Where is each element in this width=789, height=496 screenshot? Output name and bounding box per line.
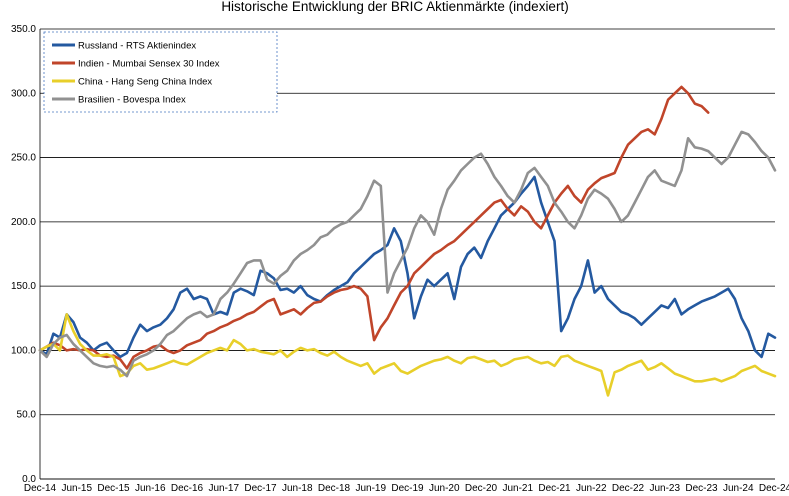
legend: Russland - RTS Aktienindex Indien - Mumba…: [43, 31, 278, 113]
legend-label: Indien - Mumbai Sensex 30 Index: [78, 59, 220, 70]
y-tick-label: 150.0: [11, 281, 36, 292]
x-tick-label: Jun-23: [649, 483, 680, 494]
x-tick-label: Dec-20: [465, 483, 498, 494]
x-tick-label: Jun-18: [282, 483, 313, 494]
x-tick-label: Jun-20: [429, 483, 460, 494]
x-tick-label: Dec-16: [171, 483, 204, 494]
x-tick-label: Jun-19: [355, 483, 386, 494]
legend-box: [43, 31, 278, 113]
x-tick-label: Dec-14: [24, 483, 57, 494]
x-tick-label: Dec-19: [391, 483, 424, 494]
axes: [39, 29, 775, 480]
y-tick-label: 200.0: [11, 217, 36, 228]
y-tick-label: 100.0: [11, 345, 36, 356]
y-tick-labels: 0.0 50.0 100.0 150.0 200.0 250.0 300.0 350.0: [11, 24, 36, 485]
legend-label: Brasilien - Bovespa Index: [78, 95, 186, 106]
y-tick-label: 350.0: [11, 24, 36, 35]
series-line-2: [38, 313, 777, 397]
y-tick-label: 50.0: [17, 410, 37, 421]
series-lines: [38, 85, 777, 397]
x-tick-label: Jun-16: [135, 483, 166, 494]
chart-title: Historische Entwicklung der BRIC Aktienm…: [221, 0, 568, 14]
x-tick-labels: Dec-14 Jun-15 Dec-15 Jun-16 Dec-16 Jun-17 Dec-…: [24, 483, 789, 494]
series-line-3: [38, 130, 777, 378]
x-tick-label: Jun-22: [576, 483, 607, 494]
x-tick-label: Dec-17: [244, 483, 277, 494]
y-tick-label: 0.0: [22, 474, 36, 485]
x-tick-label: Jun-24: [723, 483, 754, 494]
y-tick-label: 250.0: [11, 153, 36, 164]
y-tick-label: 300.0: [11, 88, 36, 99]
x-tick-label: Dec-24: [759, 483, 789, 494]
x-tick-label: Jun-17: [208, 483, 239, 494]
x-tick-label: Dec-23: [685, 483, 718, 494]
series-line-1: [38, 85, 710, 370]
legend-label: China - Hang Seng China Index: [78, 77, 212, 88]
legend-label: Russland - RTS Aktienindex: [78, 41, 196, 52]
x-tick-label: Jun-21: [502, 483, 533, 494]
x-tick-label: Dec-18: [318, 483, 351, 494]
x-tick-label: Dec-22: [612, 483, 645, 494]
series-line-0: [38, 175, 777, 359]
x-tick-label: Dec-21: [538, 483, 571, 494]
x-tick-label: Jun-15: [61, 483, 92, 494]
x-tick-label: Dec-15: [97, 483, 130, 494]
